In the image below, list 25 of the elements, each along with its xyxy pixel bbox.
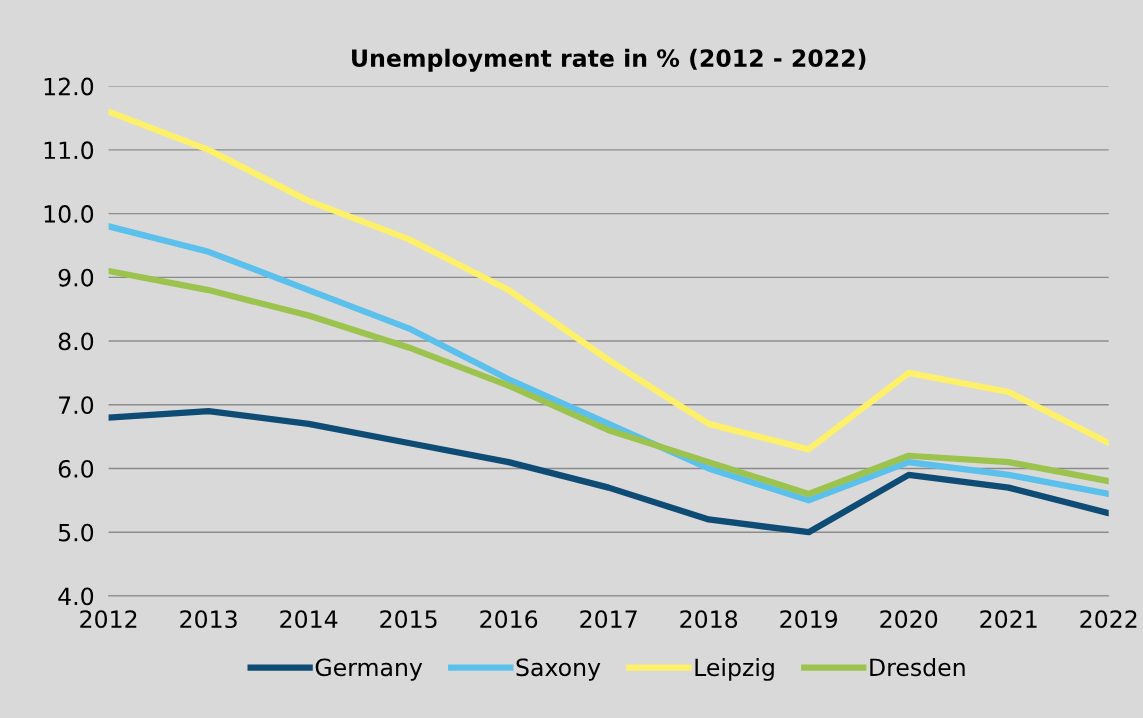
x-tick-label: 2020 <box>880 610 938 629</box>
y-tick-label: 12.0 <box>44 77 94 96</box>
x-tick-label: 2017 <box>580 610 637 629</box>
y-tick-label: 4.0 <box>58 587 94 606</box>
y-tick-label: 7.0 <box>59 396 94 415</box>
y-tick-label: 8.0 <box>58 332 94 351</box>
x-tick-label: 2014 <box>280 610 338 629</box>
x-tick-label: 2018 <box>680 610 738 629</box>
y-tick-label: 10.0 <box>44 205 94 223</box>
y-tick-label: 11.0 <box>44 141 94 160</box>
x-tick-label: 2021 <box>980 610 1037 629</box>
legend-label: Dresden <box>870 657 965 677</box>
y-tick-label: 6.0 <box>58 459 94 478</box>
x-tick-label: 2019 <box>780 610 838 629</box>
x-tick-label: 2022 <box>1080 610 1137 629</box>
chart-title: Unemployment rate in % (2012 - 2022) <box>352 48 866 72</box>
legend-label: Germany <box>315 658 423 681</box>
x-tick-label: 2012 <box>80 610 137 629</box>
x-tick-label: 2016 <box>480 610 538 629</box>
legend-label: Leipzig <box>695 657 774 681</box>
y-tick-label: 5.0 <box>58 523 94 542</box>
legend-label: Saxony <box>516 658 601 681</box>
x-tick-label: 2013 <box>180 610 237 629</box>
x-tick-label: 2015 <box>380 610 437 629</box>
y-tick-label: 9.0 <box>58 268 94 287</box>
